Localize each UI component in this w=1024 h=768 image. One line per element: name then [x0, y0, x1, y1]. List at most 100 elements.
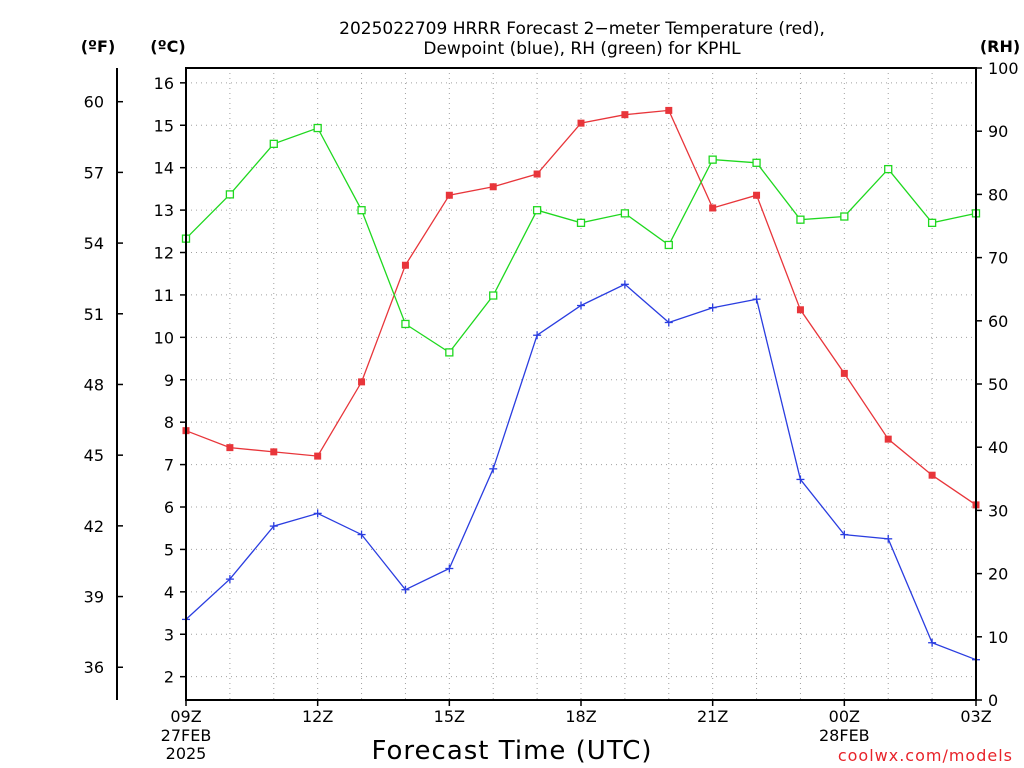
- fahrenheit-tick-label: 36: [84, 658, 104, 677]
- temperature-point: [226, 444, 234, 452]
- temperature-point: [665, 106, 673, 114]
- fahrenheit-tick-label: 54: [84, 234, 104, 253]
- rh-point: [225, 190, 235, 199]
- dewpoint-point: [533, 331, 542, 340]
- fahrenheit-tick-label: 45: [84, 446, 104, 465]
- fahrenheit-tick-label: 48: [84, 375, 104, 394]
- celsius-tick-label: 7: [164, 456, 174, 475]
- dewpoint-point: [796, 475, 805, 484]
- rh-tick-label: 20: [988, 565, 1008, 584]
- celsius-tick-label: 5: [164, 540, 174, 559]
- rh-point: [620, 209, 630, 218]
- temperature-point: [358, 378, 366, 386]
- series-layer: [181, 106, 981, 664]
- celsius-tick-label: 9: [164, 371, 174, 390]
- rh-point: [884, 164, 893, 174]
- celsius-tick-label: 6: [164, 498, 174, 517]
- rh-point: [489, 291, 498, 300]
- x-tick-label: 15Z: [434, 707, 465, 726]
- x-tick-label: 21Z: [697, 707, 728, 726]
- dewpoint-point: [620, 280, 629, 289]
- temperature-point: [314, 452, 322, 460]
- x-tick-date-label: 27FEB: [161, 726, 212, 745]
- x-tick-year-label: 2025: [166, 744, 207, 763]
- rh-tick-label: 50: [988, 375, 1008, 394]
- celsius-tick-label: 13: [154, 201, 174, 220]
- rh-tick-label: 60: [988, 312, 1008, 331]
- x-tick-label: 18Z: [565, 707, 596, 726]
- celsius-tick-label: 10: [154, 328, 174, 347]
- fahrenheit-unit-label: (ºF): [81, 37, 116, 56]
- x-tick-label: 03Z: [960, 707, 991, 726]
- fahrenheit-tick-label: 39: [84, 588, 104, 607]
- celsius-unit-label: (ºC): [150, 37, 185, 56]
- fahrenheit-tick-label: 51: [84, 305, 104, 324]
- celsius-tick-label: 12: [154, 244, 174, 263]
- x-axis-label: Forecast Time (UTC): [371, 736, 652, 766]
- celsius-tick-label: 16: [154, 74, 174, 93]
- x-tick-label: 00Z: [829, 707, 860, 726]
- celsius-tick-label: 8: [164, 413, 174, 432]
- temperature-point: [884, 435, 892, 443]
- celsius-tick-label: 2: [164, 668, 174, 687]
- rh-unit-label: (RH): [980, 37, 1020, 56]
- dewpoint-point: [884, 534, 893, 543]
- rh-point: [313, 123, 322, 133]
- rh-point: [927, 218, 937, 227]
- credit-link[interactable]: coolwx.com/models: [838, 746, 1013, 765]
- dewpoint-point: [577, 301, 585, 310]
- temperature-point: [577, 119, 585, 127]
- rh-tick-label: 70: [988, 249, 1008, 268]
- temperature-point: [928, 471, 936, 479]
- celsius-tick-label: 14: [154, 159, 174, 178]
- rh-point: [357, 206, 366, 215]
- temperature-point: [533, 170, 541, 178]
- rh-point: [708, 155, 717, 164]
- temperature-point: [753, 191, 761, 199]
- dewpoint-point: [708, 303, 717, 312]
- rh-tick-label: 90: [988, 122, 1008, 141]
- temperature-point: [489, 183, 497, 191]
- rh-point: [576, 218, 586, 227]
- dewpoint-point: [401, 585, 410, 594]
- rh-point: [269, 139, 278, 148]
- rh-point: [840, 212, 849, 221]
- temperature-point: [840, 369, 848, 377]
- dewpoint-point: [357, 530, 366, 539]
- rh-point: [532, 206, 542, 215]
- dewpoint-point: [489, 464, 498, 473]
- x-tick-label: 12Z: [302, 707, 333, 726]
- rh-tick-label: 10: [988, 628, 1008, 647]
- celsius-tick-label: 11: [154, 286, 174, 305]
- fahrenheit-tick-label: 57: [84, 163, 104, 182]
- x-tick-label: 09Z: [170, 707, 201, 726]
- fahrenheit-tick-label: 60: [84, 93, 104, 112]
- rh-point: [796, 215, 805, 224]
- rh-tick-label: 0: [988, 691, 998, 710]
- dewpoint-point: [445, 564, 454, 573]
- dewpoint-point: [928, 638, 937, 647]
- rh-point: [445, 348, 454, 357]
- temperature-point: [621, 111, 629, 119]
- celsius-tick-label: 3: [164, 625, 174, 644]
- celsius-tick-label: 4: [164, 583, 174, 602]
- dewpoint-point: [225, 575, 234, 584]
- fahrenheit-tick-label: 42: [84, 517, 104, 536]
- temperature-point: [445, 191, 453, 199]
- dewpoint-point: [269, 522, 278, 531]
- chart-title-line1: 2025022709 HRRR Forecast 2−meter Tempera…: [339, 19, 825, 39]
- rh-series: [181, 123, 981, 357]
- dewpoint-series: [182, 280, 980, 664]
- rh-tick-label: 30: [988, 501, 1008, 520]
- grid-lines: [186, 68, 976, 700]
- rh-tick-label: 100: [988, 59, 1019, 78]
- temperature-point: [796, 306, 804, 314]
- x-tick-date-label: 28FEB: [819, 726, 870, 745]
- temperature-point: [270, 448, 278, 456]
- rh-point: [401, 319, 410, 329]
- tick-layer: 2345678910111213141516363942454851545760…: [84, 59, 1019, 763]
- rh-point: [752, 158, 761, 167]
- chart-title-line2: Dewpoint (blue), RH (green) for KPHL: [423, 39, 741, 59]
